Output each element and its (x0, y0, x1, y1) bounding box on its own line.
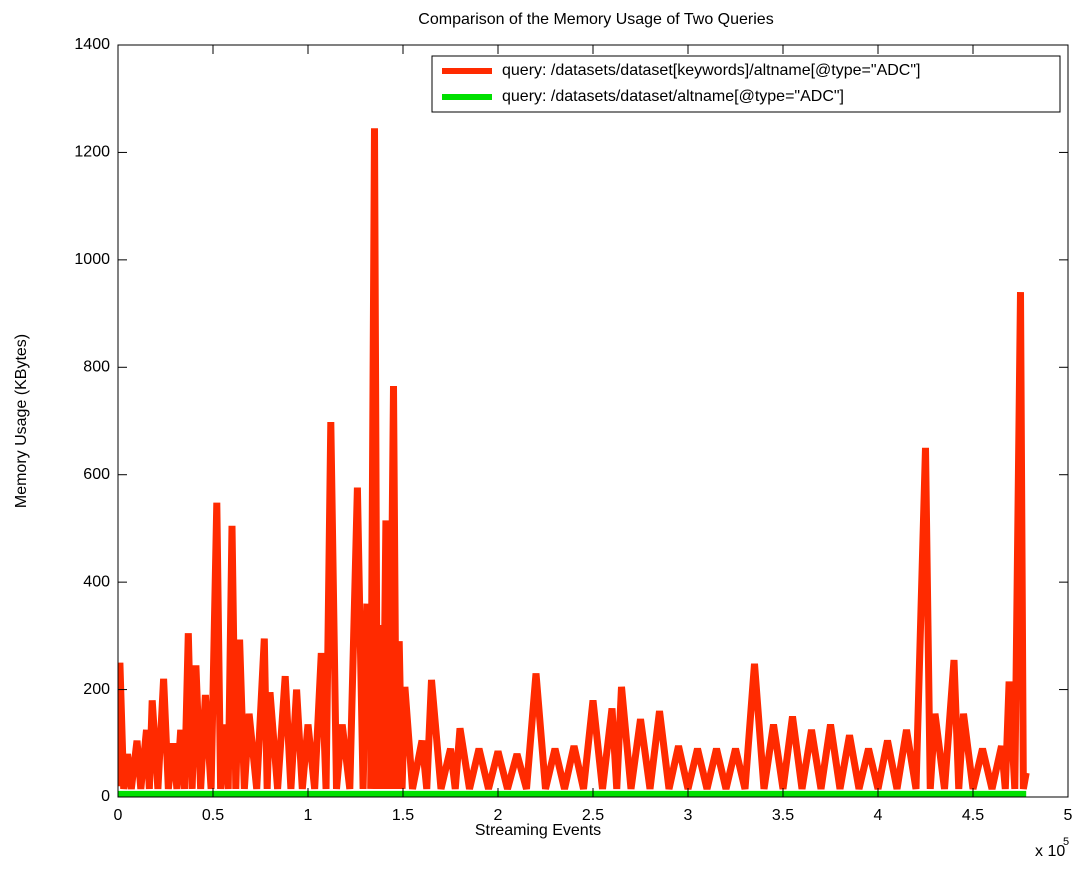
y-tick-label: 600 (83, 466, 110, 483)
x-multiplier-exponent: 5 (1063, 836, 1069, 848)
x-tick-label: 0 (114, 807, 123, 824)
x-tick-label: 5 (1064, 807, 1073, 824)
x-tick-label: 4.5 (962, 807, 984, 824)
y-tick-label: 800 (83, 359, 110, 376)
y-tick-label: 1200 (74, 144, 110, 161)
x-tick-label: 3 (684, 807, 693, 824)
plot-area (118, 128, 1030, 797)
legend-label: query: /datasets/dataset/altname[@type="… (502, 88, 844, 105)
y-tick-label: 0 (101, 788, 110, 805)
x-tick-label: 3.5 (772, 807, 794, 824)
series-line (118, 128, 1030, 790)
y-tick-label: 200 (83, 681, 110, 698)
x-tick-label: 1 (304, 807, 313, 824)
x-axis-label: Streaming Events (475, 822, 601, 839)
y-tick-label: 1000 (74, 251, 110, 268)
legend-label: query: /datasets/dataset[keywords]/altna… (502, 62, 920, 79)
y-tick-label: 1400 (74, 36, 110, 53)
y-axis-label: Memory Usage (KBytes) (13, 334, 30, 508)
x-tick-label: 2.5 (582, 807, 604, 824)
y-tick-label: 400 (83, 573, 110, 590)
chart-title: Comparison of the Memory Usage of Two Qu… (418, 11, 773, 28)
x-tick-label: 2 (494, 807, 503, 824)
legend-box (431, 55, 1061, 113)
x-tick-label: 4 (874, 807, 883, 824)
x-tick-label: 1.5 (392, 807, 414, 824)
x-tick-label: 0.5 (202, 807, 224, 824)
x-multiplier: x 10 (1035, 843, 1065, 860)
